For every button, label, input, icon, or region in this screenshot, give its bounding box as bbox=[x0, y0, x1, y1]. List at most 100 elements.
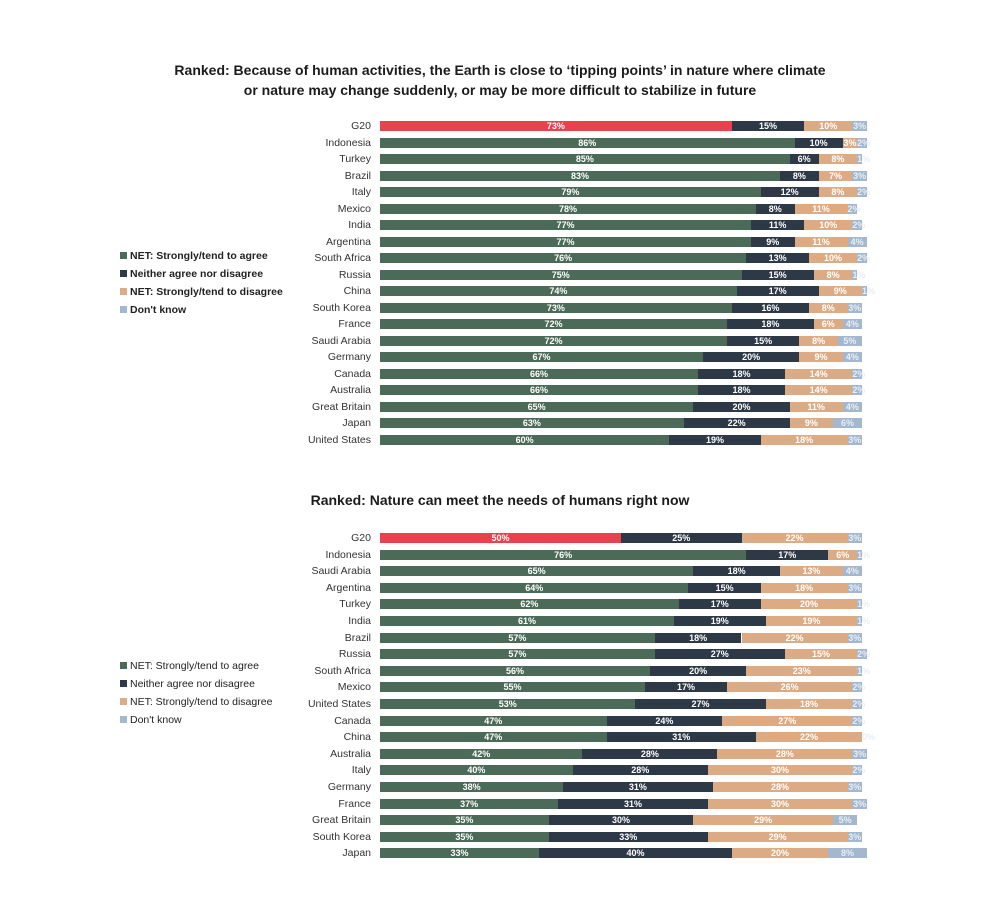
legend-label: NET: Strongly/tend to disagree bbox=[130, 696, 273, 708]
category-label: Saudi Arabia bbox=[311, 334, 371, 347]
bar-segment-dontknow: 3% bbox=[852, 798, 867, 809]
category-label: United States bbox=[307, 433, 371, 446]
bar-segment-disagree: 6% bbox=[828, 549, 858, 560]
bar-segment-dontknow: 3% bbox=[852, 170, 867, 181]
bar-segment-agree: 74% bbox=[380, 286, 737, 296]
bar-segment-agree: 85% bbox=[380, 154, 790, 164]
bar-row: Indonesia 76% 17% 6% 1% bbox=[0, 549, 1000, 561]
bar-row: India 61% 19% 19% 1% bbox=[0, 615, 1000, 627]
bar-segment-agree: 76% bbox=[380, 253, 747, 263]
bar-segment-neither: 22% bbox=[683, 418, 790, 428]
bar-segment-agree: 50% bbox=[380, 533, 621, 543]
category-label: South Africa bbox=[314, 664, 371, 677]
legend-swatch bbox=[120, 306, 127, 313]
bar-segment-dontknow: 3% bbox=[847, 302, 862, 313]
bar-segment-agree: 79% bbox=[380, 187, 761, 197]
bar-row: Japan 63% 22% 9% 6% bbox=[0, 417, 1000, 429]
bar-segment-disagree: 30% bbox=[707, 765, 853, 776]
category-label: South Korea bbox=[312, 830, 371, 843]
bar-row: South Korea 35% 33% 29% 3% bbox=[0, 831, 1000, 843]
bar-row: South Africa 76% 13% 10% 2% bbox=[0, 252, 1000, 264]
bar-row: Canada 66% 18% 14% 2% bbox=[0, 368, 1000, 380]
bar-segment-dontknow: 3% bbox=[847, 632, 862, 643]
bar-segment-disagree: 13% bbox=[780, 566, 843, 577]
legend-swatch bbox=[120, 270, 127, 277]
category-label: Italy bbox=[351, 764, 371, 777]
legend-swatch bbox=[120, 662, 127, 669]
bar-segment-neither: 20% bbox=[649, 665, 747, 676]
category-label: China bbox=[343, 285, 371, 297]
bar-row: Germany 67% 20% 9% 4% bbox=[0, 351, 1000, 363]
bar-segment-dontknow: 1% bbox=[857, 599, 871, 610]
bar-segment-agree: 47% bbox=[380, 715, 607, 726]
bar-segment-neither: 18% bbox=[654, 632, 742, 643]
bar-segment-dontknow: 1% bbox=[857, 549, 871, 560]
bar-segment-neither: 40% bbox=[539, 848, 732, 859]
bar-segment-dontknow: 3% bbox=[847, 434, 862, 445]
bar-segment-agree: 66% bbox=[380, 368, 699, 379]
category-label: Saudi Arabia bbox=[311, 565, 371, 578]
bar-segment-agree: 75% bbox=[380, 269, 742, 280]
category-label: Germany bbox=[327, 781, 371, 793]
legend-swatch bbox=[120, 680, 127, 687]
bar-segment-agree: 77% bbox=[380, 220, 752, 230]
category-label: Argentina bbox=[326, 235, 371, 248]
bar-segment-dontknow: 3% bbox=[852, 121, 867, 131]
bar-segment-agree: 47% bbox=[380, 732, 607, 743]
bar-segment-agree: 37% bbox=[380, 798, 559, 809]
category-label: Brazil bbox=[344, 169, 371, 182]
chart2-title-line: Ranked: Nature can meet the needs of hum… bbox=[310, 492, 690, 508]
bar-segment-agree: 76% bbox=[380, 549, 747, 560]
category-label: United States bbox=[307, 698, 371, 710]
bar-segment-dontknow: 2% bbox=[852, 715, 866, 726]
category-label: Japan bbox=[342, 417, 371, 429]
bar-row: Japan 33% 40% 20% 8% bbox=[0, 847, 1000, 859]
bar-row: Great Britain 65% 20% 11% 4% bbox=[0, 401, 1000, 413]
bar-segment-agree: 63% bbox=[380, 418, 684, 428]
bar-row: Argentina 64% 15% 18% 3% bbox=[0, 582, 1000, 594]
bar-row: Germany 38% 31% 28% 3% bbox=[0, 781, 1000, 793]
bar-segment-dontknow: 1% bbox=[862, 286, 876, 296]
category-label: Canada bbox=[334, 367, 371, 380]
bar-segment-neither: 18% bbox=[698, 385, 785, 395]
bar-segment-neither: 10% bbox=[794, 137, 843, 148]
bar-segment-disagree: 18% bbox=[760, 434, 848, 445]
category-label: Indonesia bbox=[325, 136, 371, 149]
bar-segment-disagree: 10% bbox=[808, 253, 858, 263]
bar-segment-disagree: 22% bbox=[755, 732, 862, 743]
bar-segment-disagree: 14% bbox=[784, 368, 853, 379]
bar-row: Saudi Arabia 65% 18% 13% 4% bbox=[0, 565, 1000, 577]
bar-segment-neither: 8% bbox=[755, 203, 795, 214]
bar-segment-agree: 38% bbox=[380, 782, 564, 792]
bar-segment-neither: 15% bbox=[741, 269, 814, 280]
legend-label: Neither agree nor disagree bbox=[130, 268, 264, 280]
bar-row: France 37% 31% 30% 3% bbox=[0, 798, 1000, 810]
bar-row: Turkey 85% 6% 8% 1% bbox=[0, 153, 1000, 165]
category-label: Turkey bbox=[339, 153, 371, 165]
category-label: India bbox=[348, 219, 371, 231]
bar-segment-dontknow: 4% bbox=[842, 401, 862, 412]
bar-segment-neither: 12% bbox=[760, 187, 819, 197]
bar-segment-neither: 17% bbox=[678, 599, 761, 610]
bar-segment-neither: 30% bbox=[548, 815, 694, 826]
category-label: Great Britain bbox=[312, 814, 371, 827]
chart1-title-line: or nature may change suddenly, or may be… bbox=[243, 82, 757, 98]
bar-segment-disagree: 14% bbox=[784, 385, 853, 395]
bar-segment-disagree: 18% bbox=[760, 582, 848, 593]
chart2-title: Ranked: Nature can meet the needs of hum… bbox=[0, 490, 1000, 510]
bar-segment-neither: 8% bbox=[780, 170, 819, 181]
bar-segment-agree: 65% bbox=[380, 401, 694, 412]
bar-segment-dontknow: 2% bbox=[852, 385, 866, 395]
bar-row: Russia 57% 27% 15% 2% bbox=[0, 648, 1000, 660]
bar-segment-disagree: 9% bbox=[799, 352, 843, 362]
category-label: Argentina bbox=[326, 581, 371, 594]
bar-row: Russia 75% 15% 8% 1% bbox=[0, 269, 1000, 281]
bar-segment-disagree: 29% bbox=[693, 815, 834, 826]
bar-segment-disagree: 30% bbox=[707, 798, 853, 809]
bar-segment-agree: 77% bbox=[380, 236, 752, 247]
chart1-legend: NET: Strongly/tend to agree Neither agre… bbox=[120, 247, 283, 319]
bar-segment-disagree: 26% bbox=[727, 682, 853, 693]
bar-row: Turkey 62% 17% 20% 1% bbox=[0, 598, 1000, 610]
bar-segment-dontknow: 4% bbox=[842, 566, 862, 577]
bar-segment-agree: 86% bbox=[380, 137, 795, 148]
